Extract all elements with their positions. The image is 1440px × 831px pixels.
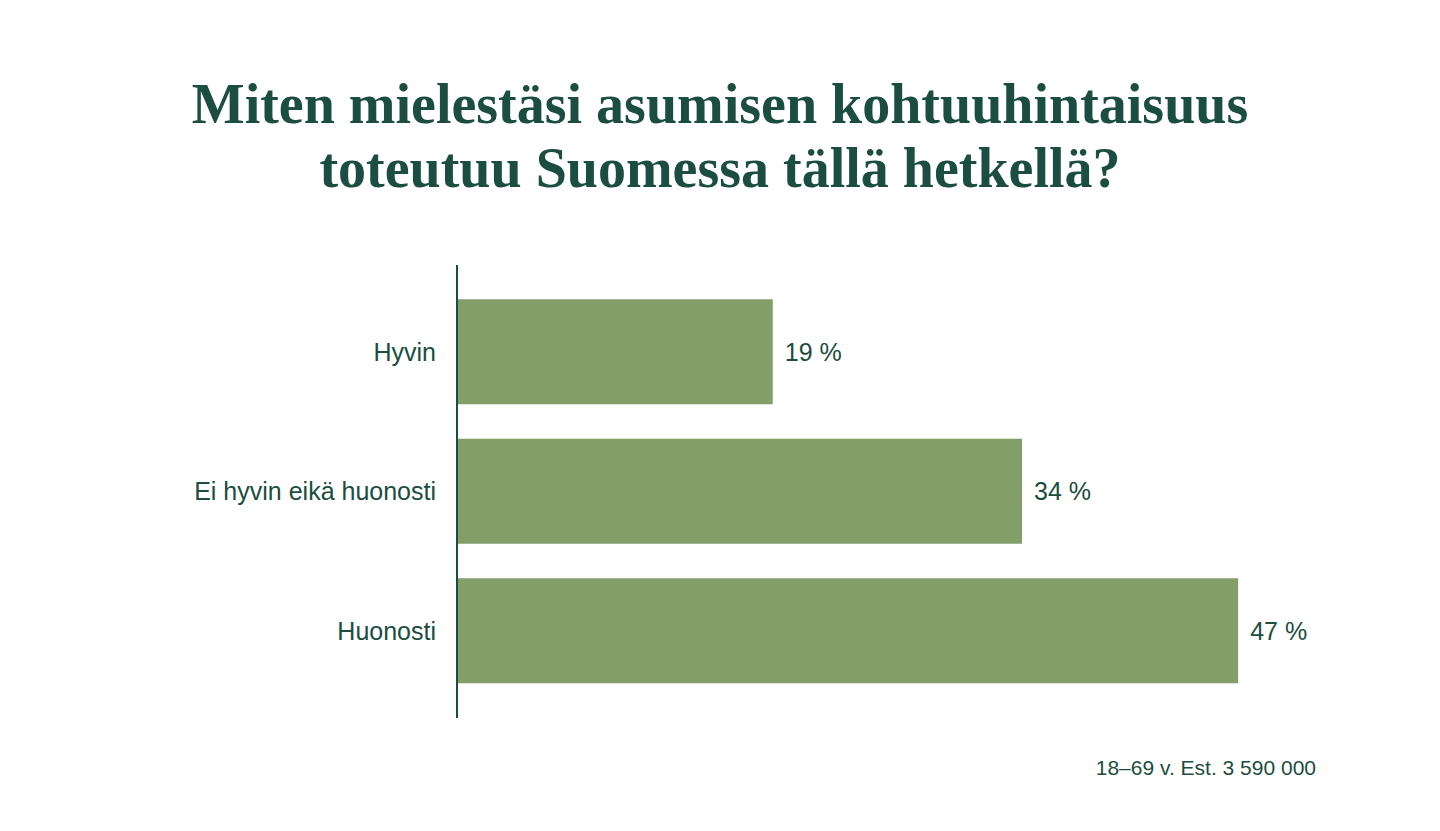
data-label: 19 % bbox=[785, 338, 842, 366]
category-axis bbox=[456, 265, 458, 718]
bar bbox=[457, 299, 773, 404]
category-label: Hyvin bbox=[373, 338, 436, 366]
bar bbox=[457, 439, 1022, 544]
title: Miten mielestäsi asumisen kohtuuhintaisu… bbox=[120, 72, 1320, 200]
bar bbox=[457, 578, 1238, 683]
bars bbox=[457, 299, 1238, 683]
annotation: 18–69 v. Est. 3 590 000 bbox=[1096, 756, 1316, 779]
data-label: 47 % bbox=[1250, 617, 1307, 645]
category-label: Huonosti bbox=[337, 617, 436, 645]
title-wrap: Miten mielestäsi asumisen kohtuuhintaisu… bbox=[0, 72, 1440, 200]
category-label: Ei hyvin eikä huonosti bbox=[194, 477, 436, 505]
chart: Hyvin 19 % Ei hyvin eikä huonosti 34 % Huono… bbox=[0, 0, 1440, 831]
data-label: 34 % bbox=[1034, 477, 1091, 505]
